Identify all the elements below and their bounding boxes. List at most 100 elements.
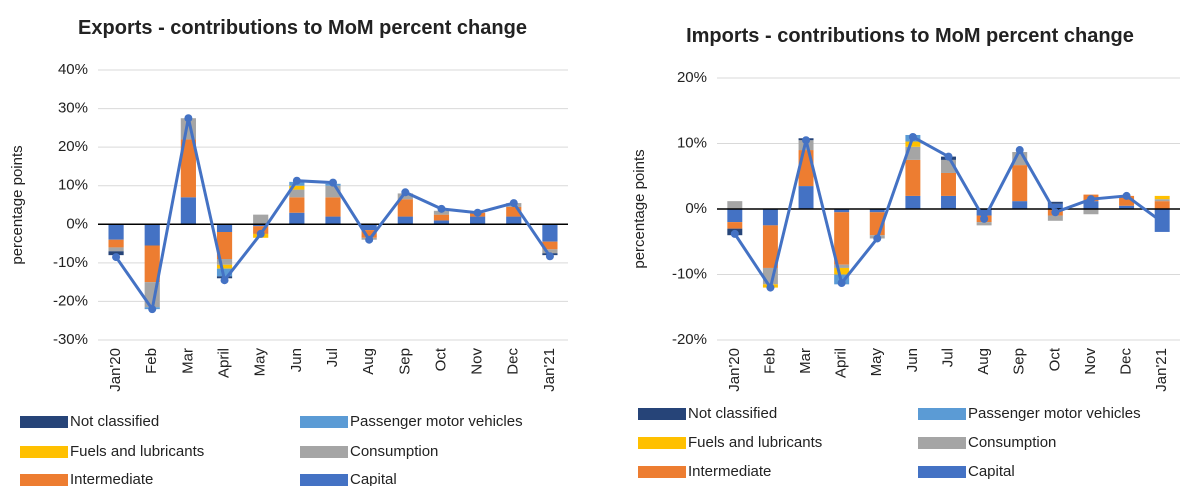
total-marker [1086,195,1095,204]
bar-segment [941,195,956,209]
bar-segment [325,197,341,217]
bar-segment [834,209,850,213]
legend-label: Intermediate [70,471,153,486]
total-marker [766,283,775,292]
bar-segment [1154,199,1170,202]
bar-segment [180,197,196,225]
x-tick-label: Jan'21 [1153,348,1170,392]
bar-segment [108,247,124,252]
total-marker [1122,191,1131,200]
x-tick-label: Jan'20 [107,348,124,392]
legend-swatch [300,446,348,458]
y-tick-label: 20% [677,69,707,86]
x-tick-label: Jan'20 [726,348,743,392]
legend-label: Fuels and lubricants [70,443,204,460]
legend-swatch [918,408,966,420]
bar-segment [1012,201,1028,209]
bar-segment [941,172,956,196]
bar-segment [506,216,522,225]
x-tick-label: Mar [179,348,196,374]
bar-segment [798,186,814,209]
bar-segment [1012,165,1028,202]
y-tick-label: -10% [53,254,88,271]
bar-segment [1047,215,1063,221]
total-marker [401,188,410,197]
total-marker [292,176,301,185]
bar-segment [144,224,160,246]
total-marker [148,305,157,314]
y-tick-label: 10% [58,177,88,194]
bar-segment [976,222,992,226]
bar-segment [361,224,377,231]
bar-segment [762,209,778,226]
bar-segment [289,197,305,213]
x-tick-label: April [833,348,850,378]
legend-label: Passenger motor vehicles [350,413,523,430]
x-tick-label: Nov [1082,348,1099,375]
y-tick-label: 40% [58,61,88,78]
x-tick-label: Nov [469,348,486,375]
total-marker [473,208,482,217]
total-marker [509,199,518,208]
bar-segment [397,199,413,217]
y-tick-label: 20% [58,138,88,155]
y-tick-label: -30% [53,331,88,348]
total-marker [220,276,229,285]
bar-segment [727,222,743,229]
x-tick-label: Oct [432,347,449,371]
legend-label: Capital [968,463,1015,480]
bar-segment [470,216,486,225]
bar-segment [1119,205,1135,209]
x-tick-label: Dec [505,348,522,375]
x-tick-label: May [252,348,269,377]
total-marker [873,234,882,243]
bar-segment [506,206,522,217]
x-tick-label: April [216,348,233,378]
bar-segment [361,230,377,238]
bar-segment [834,212,850,265]
bar-segment [289,189,305,198]
bar-segment [905,141,921,147]
bar-segment [108,239,124,248]
y-tick-label: 10% [677,134,707,151]
bar-segment [762,225,778,268]
legend-label: Intermediate [688,463,771,480]
total-marker [1158,218,1167,227]
bar-segment [976,209,992,216]
bar-segment [433,220,450,225]
x-tick-label: Feb [761,348,778,374]
total-marker [329,178,337,187]
y-tick-label: 30% [58,100,88,117]
chart-title: Imports - contributions to MoM percent c… [686,25,1134,47]
bar-segment [1047,203,1063,209]
bar-segment [397,193,413,200]
total-marker [980,214,989,223]
bar-segment [727,209,743,223]
total-marker [437,204,446,213]
total-marker [184,114,193,123]
bar-segment [289,185,305,190]
bar-segment [542,224,558,242]
bar-segment [433,214,450,221]
bar-segment [216,268,233,277]
total-marker [1051,208,1060,217]
bar-segment [905,159,921,196]
total-marker [730,229,739,238]
x-tick-label: Sep [396,348,413,375]
x-tick-label: Sep [1011,348,1028,375]
x-tick-label: May [868,348,885,377]
total-marker [256,229,265,238]
total-marker [837,279,846,288]
x-tick-label: Aug [360,348,377,375]
bar-segment [869,209,885,213]
bar-segment [180,139,196,198]
y-tick-label: -20% [53,292,88,309]
legend-swatch [300,416,348,428]
bar-segment [325,185,341,198]
x-tick-label: Aug [975,348,992,375]
y-tick-label: 0% [66,215,88,232]
x-tick-label: Jun [904,348,921,372]
bar-segment [1119,195,1135,206]
y-axis-label: percentage points [9,145,26,264]
y-tick-label: 0% [685,200,707,217]
